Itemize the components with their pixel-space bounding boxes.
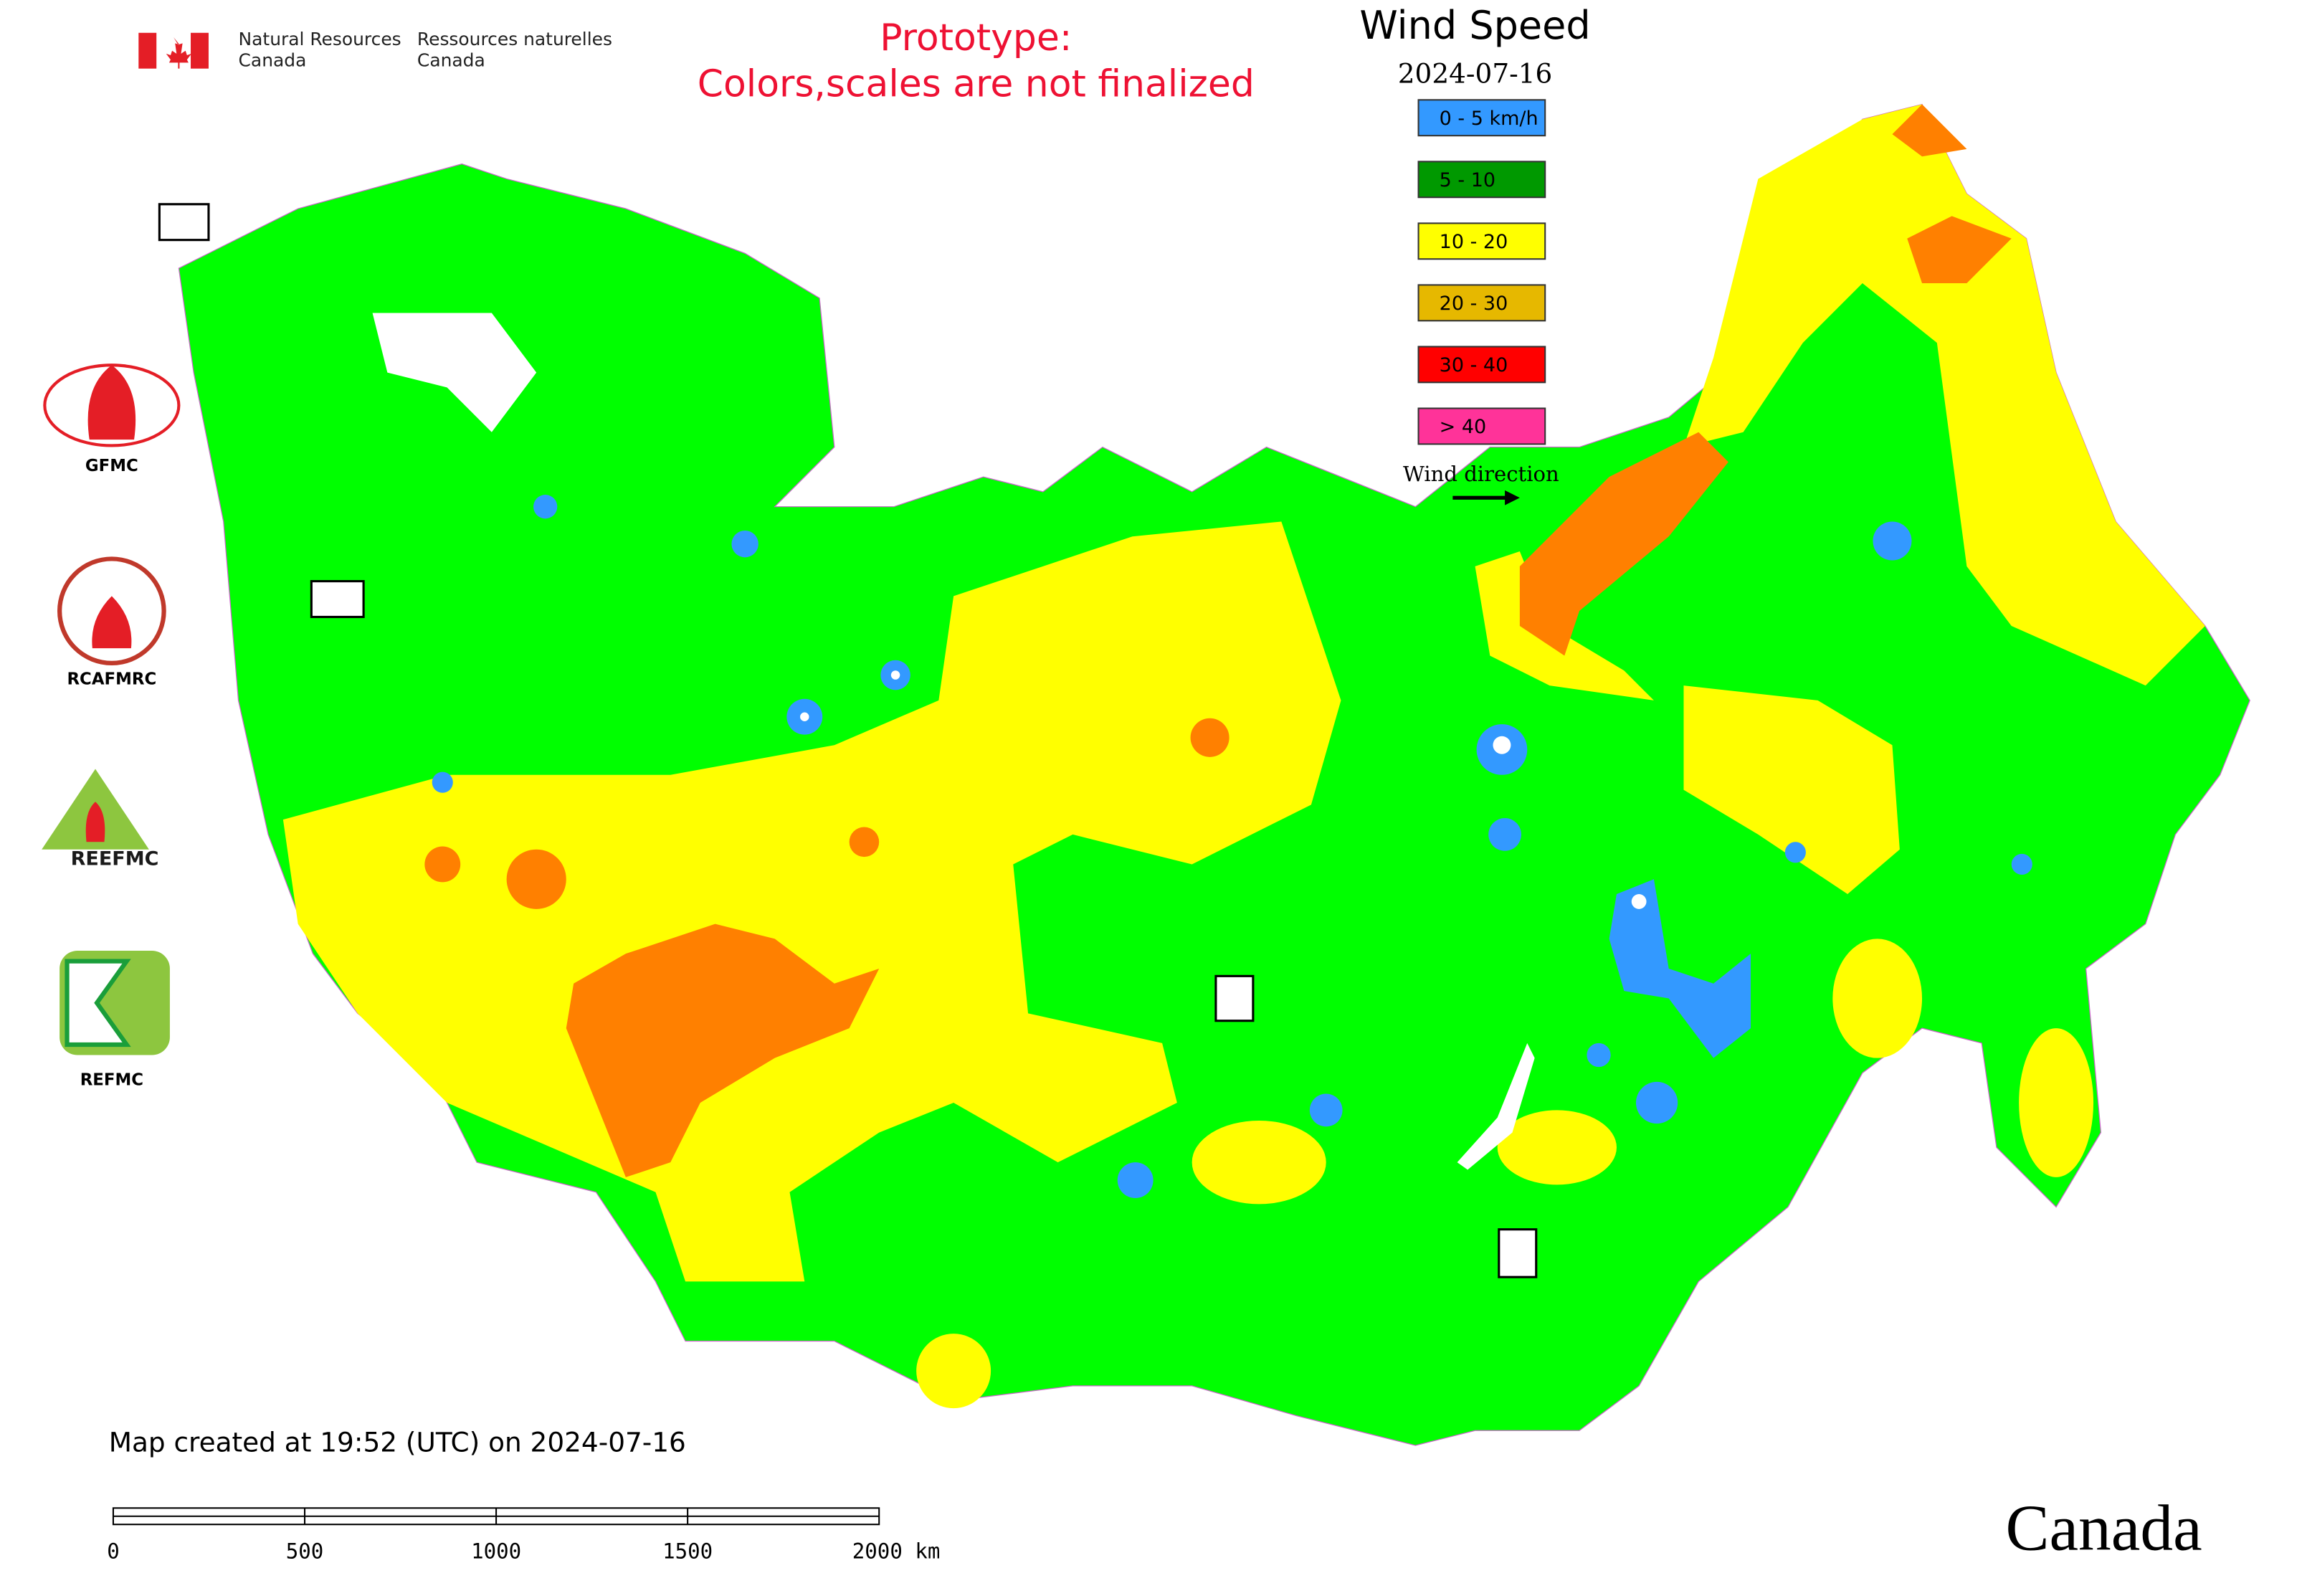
- legend-title: Wind Speed: [1359, 3, 1590, 48]
- agency-fr: Ressources naturelles: [417, 29, 612, 49]
- legend-label: 5 - 10: [1440, 169, 1495, 191]
- logo-refmc: [60, 951, 170, 1055]
- zone-yellow: [1832, 939, 1923, 1058]
- canada-flag: [138, 32, 209, 69]
- zone-yellow: [1683, 104, 2205, 686]
- agency-en: Natural Resources: [239, 29, 401, 49]
- agency-en: Canada: [239, 49, 307, 70]
- legend-swatch: [1417, 284, 1546, 322]
- notice: Prototype:: [880, 16, 1072, 60]
- scale-label: 2000 km: [852, 1539, 941, 1564]
- zone-yellow: [1497, 1110, 1617, 1185]
- notice: Colors,scales are not finalized: [698, 63, 1255, 106]
- legend: 0 - 5 km/h 5 - 10 10 - 20 20 - 30 30 - 40 > 4…: [1417, 99, 1546, 445]
- map: [158, 103, 2250, 1446]
- map-logo: [158, 203, 1538, 1278]
- scale-label: 1000: [471, 1539, 521, 1564]
- logo-rcafmrc: [57, 556, 166, 666]
- zone-blue: [432, 495, 2032, 1199]
- zone-orange: [1190, 718, 1230, 757]
- legend-swatch: [1417, 407, 1546, 445]
- legend-label: 10 - 20: [1440, 231, 1508, 253]
- logo-label: REEFMC: [71, 848, 159, 870]
- agency-fr: Canada: [417, 49, 485, 70]
- logo-label: REFMC: [80, 1070, 143, 1089]
- legend-swatch: [1417, 222, 1546, 260]
- zone-orange: [849, 827, 880, 858]
- zone-orange: [1519, 432, 1728, 656]
- canada-wordmark: Canada: [2005, 1492, 2202, 1564]
- legend-date: 2024-07-16: [1398, 58, 1553, 90]
- zone-orange: [424, 846, 461, 883]
- lake-baikal: [1457, 1042, 1535, 1170]
- logo-gfmc: [43, 364, 181, 447]
- legend-label: 20 - 30: [1440, 293, 1508, 315]
- white-sea: [372, 313, 537, 432]
- zone-orange: [566, 923, 880, 1177]
- zone-yellow: [1683, 685, 1900, 895]
- legend-swatch: [1417, 346, 1546, 384]
- legend-label: 30 - 40: [1440, 354, 1508, 376]
- legend-swatch: [1417, 161, 1546, 199]
- wind-arrow: [1452, 490, 1520, 505]
- scale-label: 1500: [662, 1539, 713, 1564]
- created-note: Map created at 19:52 (UTC) on 2024-07-16: [109, 1426, 686, 1458]
- calm-spots: [800, 670, 1647, 909]
- zone-orange: [1892, 104, 1967, 157]
- logo-label: GFMC: [85, 457, 138, 475]
- scale-label: 500: [286, 1539, 324, 1564]
- zone-yellow: [916, 1334, 991, 1409]
- legend-label: > 40: [1440, 416, 1487, 438]
- zone-blue: [1609, 879, 1751, 1058]
- zone-yellow: [282, 521, 1341, 1282]
- zone-orange: [1907, 216, 2012, 283]
- zone-yellow: [2019, 1028, 2094, 1177]
- logo-reefmc: [42, 769, 149, 850]
- logo-label: RCAFMRC: [67, 670, 156, 688]
- legend-label: 0 - 5 km/h: [1440, 108, 1538, 130]
- zone-orange: [506, 849, 566, 909]
- legend-swatch: [1417, 99, 1546, 137]
- scale-bar: 0 500 1000 1500 2000 km: [107, 1507, 941, 1564]
- wind-direction-label: Wind direction: [1403, 462, 1559, 486]
- zone-yellow: [1192, 1120, 1326, 1205]
- scale-label: 0: [107, 1539, 120, 1564]
